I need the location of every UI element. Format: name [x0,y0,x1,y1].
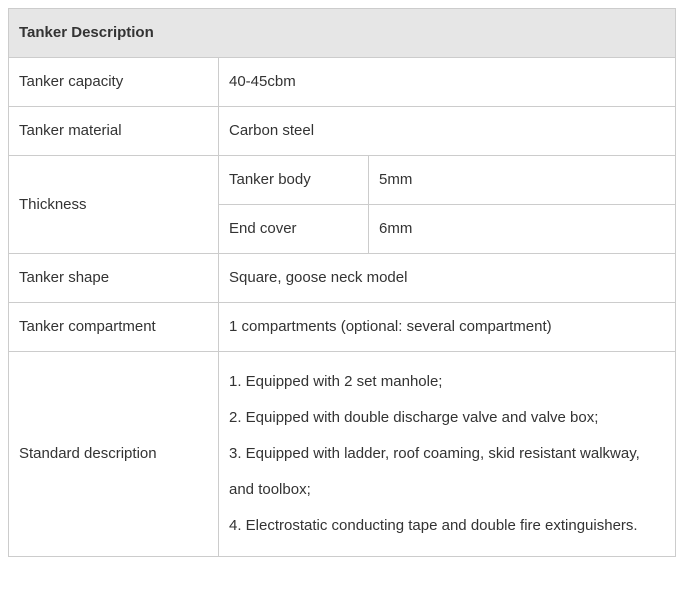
row-label-capacity: Tanker capacity [9,58,219,107]
row-value-material: Carbon steel [219,107,676,156]
table-header-row: Tanker Description [9,9,676,58]
table-row: Tanker shape Square, goose neck model [9,254,676,303]
row-sublabel-thickness-cover: End cover [219,205,369,254]
row-label-shape: Tanker shape [9,254,219,303]
row-label-standard: Standard description [9,352,219,557]
standard-desc-item: 3. Equipped with ladder, roof coaming, s… [229,436,665,508]
row-sublabel-thickness-body: Tanker body [219,156,369,205]
table-row: Standard description 1. Equipped with 2 … [9,352,676,557]
table-header: Tanker Description [9,9,676,58]
table-row: Thickness Tanker body 5mm [9,156,676,205]
table-row: Tanker capacity 40-45cbm [9,58,676,107]
row-label-material: Tanker material [9,107,219,156]
row-label-compartment: Tanker compartment [9,303,219,352]
row-value-standard: 1. Equipped with 2 set manhole;2. Equipp… [219,352,676,557]
standard-desc-item: 2. Equipped with double discharge valve … [229,400,665,436]
row-label-thickness: Thickness [9,156,219,254]
row-value-thickness-body: 5mm [369,156,676,205]
row-value-capacity: 40-45cbm [219,58,676,107]
row-value-thickness-cover: 6mm [369,205,676,254]
table-row: Tanker compartment 1 compartments (optio… [9,303,676,352]
standard-desc-item: 1. Equipped with 2 set manhole; [229,364,665,400]
row-value-shape: Square, goose neck model [219,254,676,303]
tanker-description-table: Tanker Description Tanker capacity 40-45… [8,8,676,557]
standard-desc-item: 4. Electrostatic conducting tape and dou… [229,508,665,544]
table-row: Tanker material Carbon steel [9,107,676,156]
row-value-compartment: 1 compartments (optional: several compar… [219,303,676,352]
